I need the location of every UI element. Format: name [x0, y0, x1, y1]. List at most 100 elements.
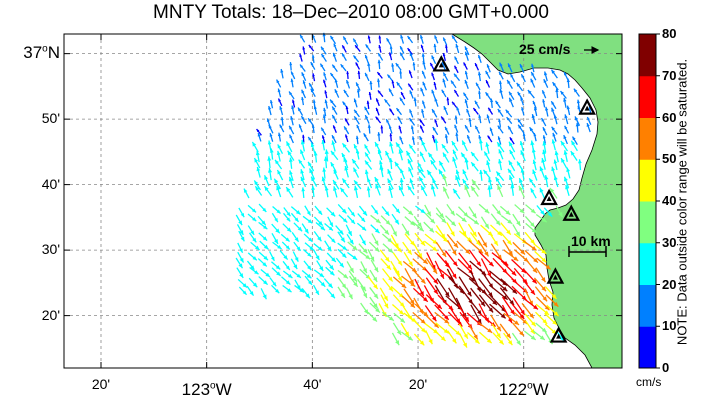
current-vector: [282, 284, 292, 293]
land-coastline: [450, 33, 623, 369]
current-vector: [491, 323, 502, 339]
current-vector: [503, 249, 519, 262]
current-vector: [407, 35, 414, 44]
current-vector: [540, 117, 547, 127]
current-vector: [485, 142, 490, 154]
current-vector: [535, 267, 546, 283]
current-vector: [293, 222, 303, 232]
current-vector: [407, 83, 414, 91]
current-vector: [427, 152, 436, 163]
current-vector: [539, 166, 546, 178]
current-vector: [524, 215, 536, 228]
current-vector: [301, 270, 312, 279]
current-vector: [399, 70, 403, 79]
current-vector: [345, 287, 354, 300]
current-vector: [337, 248, 347, 259]
current-vector: [560, 90, 567, 99]
current-vector: [462, 178, 470, 189]
current-vector: [279, 106, 284, 116]
current-vector: [330, 161, 337, 173]
colorbar-band: [639, 284, 656, 327]
current-vector: [334, 88, 340, 98]
current-vector: [267, 140, 272, 151]
current-vector: [530, 71, 537, 81]
current-vector: [425, 277, 439, 295]
current-vector: [271, 267, 282, 277]
current-vector: [412, 287, 429, 303]
current-vector: [366, 186, 371, 198]
current-vector: [392, 267, 403, 282]
frame-ticks: [64, 34, 622, 368]
current-vector: [311, 34, 317, 43]
current-vector: [478, 114, 482, 124]
current-vector: [400, 322, 410, 337]
current-vector: [471, 179, 480, 191]
current-vector: [238, 286, 248, 296]
current-vector: [277, 144, 284, 154]
current-vector: [407, 158, 414, 170]
current-vector: [553, 114, 558, 125]
current-vector: [444, 250, 458, 267]
current-vector: [291, 231, 300, 243]
current-vector: [486, 114, 491, 124]
current-vector: [480, 258, 492, 278]
current-vector: [520, 150, 526, 162]
current-vector: [390, 224, 398, 237]
current-vector: [355, 149, 360, 160]
current-vector: [310, 88, 316, 98]
current-vector: [391, 213, 400, 225]
current-vector: [478, 90, 481, 99]
current-vector: [325, 266, 335, 276]
current-vector: [508, 91, 515, 100]
current-vector: [414, 303, 429, 317]
current-vector: [344, 134, 349, 143]
current-vector: [400, 34, 405, 44]
current-vector: [432, 126, 439, 136]
current-vector: [499, 88, 504, 99]
current-vector: [271, 261, 281, 270]
current-vector: [398, 125, 402, 134]
current-vector: [478, 139, 483, 151]
current-vector: [357, 213, 366, 223]
current-vector: [291, 270, 302, 279]
current-vector: [528, 178, 536, 188]
current-vector: [413, 333, 425, 346]
current-vector: [250, 241, 261, 251]
current-vector: [364, 54, 369, 64]
current-vector: [315, 222, 326, 231]
current-vector: [313, 216, 324, 227]
current-vector: [290, 212, 300, 223]
current-vector: [565, 184, 570, 196]
current-vector: [531, 148, 536, 160]
current-vector: [359, 250, 371, 260]
current-vector: [337, 286, 346, 299]
current-vector: [455, 169, 461, 181]
current-vector: [282, 260, 291, 271]
current-vector: [455, 132, 459, 142]
current-vector: [257, 258, 268, 267]
current-vector: [440, 116, 447, 124]
current-vector: [292, 99, 296, 108]
current-vector: [438, 160, 446, 172]
colorbar-band: [639, 326, 656, 369]
current-vector: [412, 269, 426, 285]
current-vector: [503, 312, 520, 326]
current-vector: [324, 223, 334, 232]
current-vector: [409, 178, 415, 190]
current-vector: [352, 167, 360, 178]
current-vector: [392, 203, 401, 214]
current-vector: [511, 332, 522, 346]
lat-label: 37oN: [23, 42, 60, 62]
current-vector: [410, 125, 415, 135]
current-vector: [495, 100, 501, 109]
current-vector: [290, 115, 294, 126]
current-vector: [434, 304, 450, 321]
current-vector: [393, 312, 406, 324]
current-vector: [564, 114, 569, 125]
current-vector: [276, 185, 282, 198]
current-vector: [487, 107, 494, 115]
current-vector: [531, 113, 536, 125]
current-vector: [353, 179, 362, 190]
current-vector: [324, 99, 329, 109]
current-vector: [463, 62, 468, 70]
